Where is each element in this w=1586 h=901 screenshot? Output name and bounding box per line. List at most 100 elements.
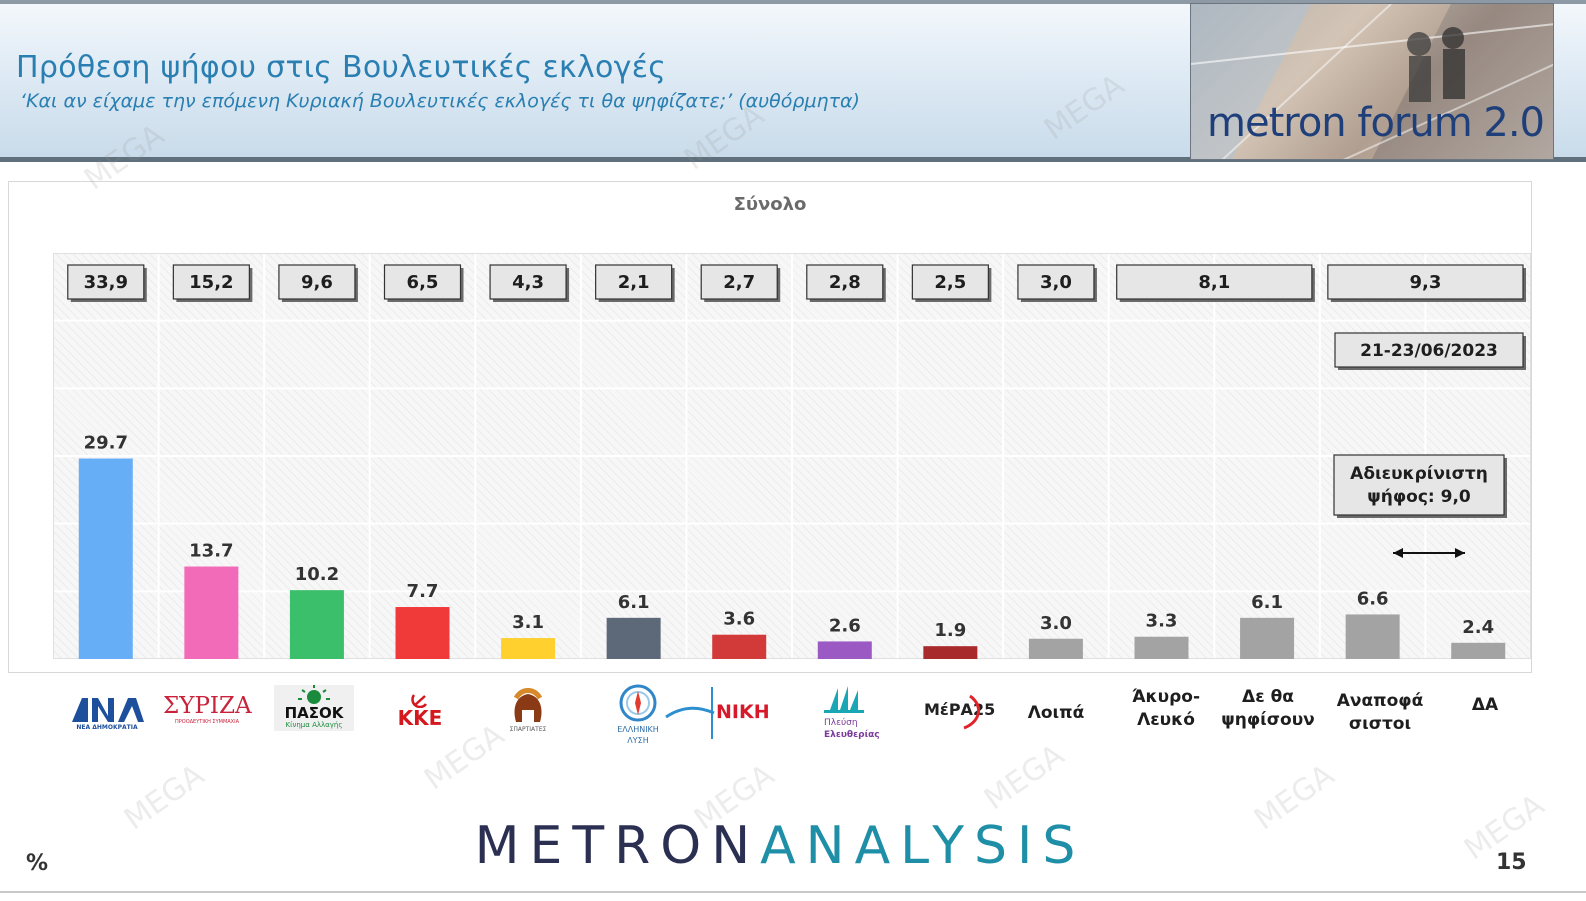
prev-poll-box	[1327, 264, 1524, 300]
prev-poll-value: 15,2	[189, 272, 233, 293]
kke-logo: ΚΚΕ	[394, 692, 446, 732]
bar-value-label: 3.3	[1146, 611, 1178, 632]
bar-value-label: 3.6	[723, 609, 755, 630]
prev-poll-value: 2,5	[934, 272, 966, 293]
bar-11	[1240, 617, 1295, 659]
prev-poll-value: 3,0	[1040, 272, 1072, 293]
bar-value-label: 2.6	[829, 615, 861, 636]
compass-icon	[619, 684, 657, 722]
bar-value-label: 1.9	[934, 620, 966, 641]
bar-6	[712, 634, 767, 659]
kke-logo-text: ΚΚΕ	[397, 706, 443, 730]
niki-wave-icon	[665, 687, 715, 739]
pasok-sun-icon	[298, 685, 330, 704]
category-label-de-tha: Δε θα ψηφίσουν	[1221, 687, 1315, 730]
prev-poll-box	[489, 264, 567, 300]
plefsi-logo: Πλεύση Ελευθερίας	[810, 684, 880, 744]
bar-value-label: 10.2	[295, 564, 339, 585]
annotation-text-line1: Αδιευκρίνιστη	[1350, 464, 1488, 484]
category-label-akyro: Άκυρο-Λευκό	[1131, 687, 1201, 730]
metron-logo-part-a: METRON	[474, 816, 761, 876]
prev-poll-box	[1116, 264, 1313, 300]
spartiates-logo: ΣΠΑΡΤΙΑΤΕΣ	[498, 688, 558, 736]
syriza-logo-caption: ΠΡΟΟΔΕΥΤΙΚΗ ΣΥΜΜΑΧΙΑ	[174, 719, 240, 725]
bar-value-label: 3.0	[1040, 613, 1072, 634]
metron-forum-badge: metron forum 2.0	[1190, 3, 1554, 160]
bar-13	[1451, 642, 1506, 659]
prev-poll-box	[700, 264, 778, 300]
bar-value-label: 13.7	[189, 541, 233, 562]
bar-1	[184, 566, 239, 659]
bar-7	[817, 641, 872, 659]
plot-area: 29.7 13.7 10.2 7.7 3.1 6.1 3.6 2.6 1.9 3.0 3.3 6.1 6…	[53, 253, 1531, 659]
prev-poll-value: 2,8	[829, 272, 861, 293]
prev-poll-box	[911, 264, 989, 300]
prev-poll-box	[172, 264, 250, 300]
double-arrow-head-left	[1393, 548, 1403, 558]
prev-poll-box	[67, 264, 145, 300]
syriza-logo: ΣΥΡΙΖΑ ΠΡΟΟΔΕΥΤΙΚΗ ΣΥΜΜΑΧΙΑ	[163, 693, 252, 733]
plefsi-caption-2: Ελευθερίας	[824, 730, 880, 740]
prev-poll-value: 9,3	[1409, 272, 1441, 293]
bar-value-label: 2.4	[1462, 617, 1494, 638]
hammer-sickle-icon	[411, 694, 427, 709]
page-subtitle: ‘Και αν είχαμε την επόμενη Κυριακή Βουλε…	[20, 90, 860, 112]
prev-poll-value: 6,5	[407, 272, 439, 293]
prev-poll-value: 9,6	[301, 272, 333, 293]
bar-value-label: 7.7	[407, 581, 439, 602]
bar-value-label: 29.7	[84, 433, 128, 454]
prev-poll-box	[1017, 264, 1095, 300]
bar-12	[1345, 614, 1400, 659]
metron-analysis-logo: METRONANALYSIS	[0, 816, 1560, 876]
bar-value-label: 6.1	[618, 592, 650, 613]
pasok-logo-text: ΠΑΣΟΚ	[284, 704, 344, 722]
mera25-swoosh-icon	[963, 694, 980, 730]
bar-chart: 29.7 13.7 10.2 7.7 3.1 6.1 3.6 2.6 1.9 3.0 3.3 6.1 6…	[53, 253, 1531, 659]
double-arrow-head-right	[1455, 548, 1465, 558]
plefsi-caption-1: Πλεύση	[824, 718, 858, 728]
chart-title: Σύνολο	[733, 194, 807, 215]
bar-value-label: 3.1	[512, 612, 544, 633]
prev-poll-value: 2,7	[723, 272, 755, 293]
sailboat-icon	[824, 686, 864, 713]
prev-poll-box	[383, 264, 462, 300]
header-top-line	[0, 0, 1586, 4]
forum-badge-text: metron forum 2.0	[1207, 100, 1545, 146]
bar-0	[78, 458, 133, 659]
forum-background-graphic	[1191, 4, 1553, 159]
prev-poll-date-label: 21-23/06/2023	[1360, 341, 1498, 361]
annotation-box	[1333, 454, 1505, 516]
bar-2	[289, 590, 344, 659]
bottom-border	[0, 891, 1586, 901]
metron-logo-part-b: ANALYSIS	[760, 816, 1086, 876]
bar-4	[501, 638, 556, 659]
bar-8	[923, 646, 978, 659]
elliniki-lysi-caption-1: ΕΛΛΗΝΙΚΗ	[617, 725, 659, 734]
prev-poll-value: 4,3	[512, 272, 544, 293]
bar-3	[395, 607, 450, 659]
category-label-anapofasistoi: Αναποφά σιστοι	[1336, 691, 1424, 734]
syriza-logo-text: ΣΥΡΙΖΑ	[163, 693, 252, 719]
prev-poll-box	[806, 264, 884, 300]
page-number: 15	[1496, 850, 1527, 875]
bar-value-label: 6.6	[1357, 588, 1389, 609]
prev-poll-value: 8,1	[1198, 272, 1230, 293]
bar-10	[1134, 636, 1189, 659]
bar-5	[606, 617, 661, 659]
elliniki-lysi-logo: ΕΛΛΗΝΙΚΗ ΛΥΣΗ	[606, 683, 670, 749]
prev-poll-value: 2,1	[618, 272, 650, 293]
mera25-logo: ΜέΡΑ25	[920, 692, 995, 730]
pasok-logo-caption: Κίνημα Αλλαγής	[285, 721, 343, 729]
annotation-text-line2: ψήφος: 9,0	[1367, 487, 1471, 507]
niki-logo-text: ΝΙΚΗ	[716, 701, 770, 723]
header: Πρόθεση ψήφου στις Βουλευτικές εκλογές ‘…	[0, 0, 1586, 162]
nd-logo: ΝΕΑ ΔΗΜΟΚΡΑΤΙΑ	[64, 688, 150, 734]
spartiates-logo-caption: ΣΠΑΡΤΙΑΤΕΣ	[509, 726, 547, 733]
page-title: Πρόθεση ψήφου στις Βουλευτικές εκλογές	[16, 50, 667, 85]
unit-label: %	[26, 851, 49, 876]
prev-poll-box	[278, 264, 356, 300]
elliniki-lysi-caption-2: ΛΥΣΗ	[627, 736, 649, 745]
watermark: MEGA	[977, 737, 1071, 818]
category-label-da: ΔΑ	[1471, 695, 1499, 715]
prev-poll-date-box	[1334, 332, 1524, 368]
